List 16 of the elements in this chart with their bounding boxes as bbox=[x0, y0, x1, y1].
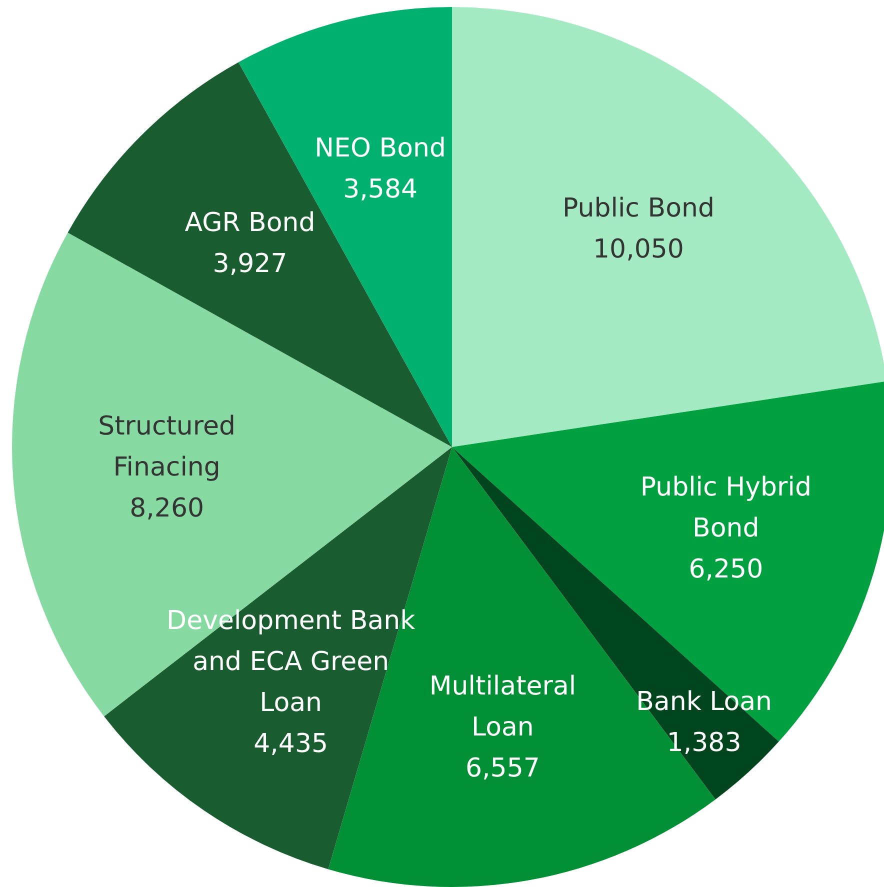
data-label: 8,260 bbox=[130, 494, 204, 524]
slice-label: Structured Finacing bbox=[98, 412, 236, 482]
slice-label: Public Bond bbox=[562, 194, 714, 224]
slice-label: Public Hybrid Bond bbox=[640, 472, 812, 544]
slice-label: Multilateral Loan bbox=[429, 672, 576, 743]
slice-label: NEO Bond bbox=[314, 134, 446, 164]
data-label: 6,557 bbox=[466, 754, 540, 784]
slice-label: Bank Loan bbox=[636, 686, 772, 717]
slice-label: Development Bank and ECA Green Loan bbox=[166, 606, 416, 718]
data-label: 1,383 bbox=[666, 728, 742, 758]
data-label: 4,435 bbox=[254, 728, 328, 759]
slice-label: AGR Bond bbox=[184, 208, 316, 238]
data-label: 3,927 bbox=[212, 249, 288, 280]
data-label: 10,050 bbox=[593, 234, 684, 265]
data-label: 6,250 bbox=[688, 554, 764, 584]
data-label: 3,584 bbox=[343, 174, 418, 205]
